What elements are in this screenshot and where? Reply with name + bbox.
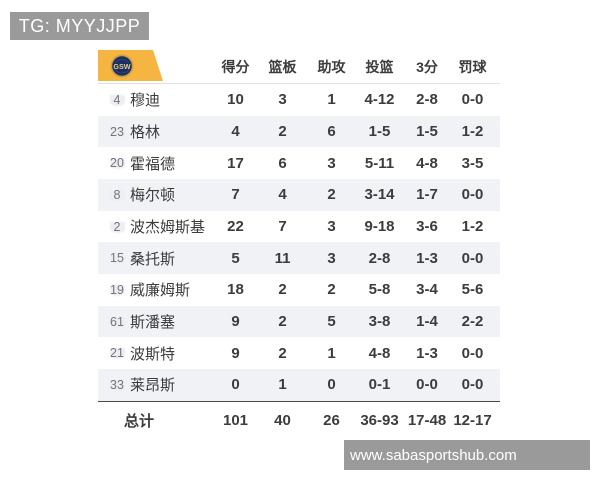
svg-text:GSW: GSW [113,62,130,71]
